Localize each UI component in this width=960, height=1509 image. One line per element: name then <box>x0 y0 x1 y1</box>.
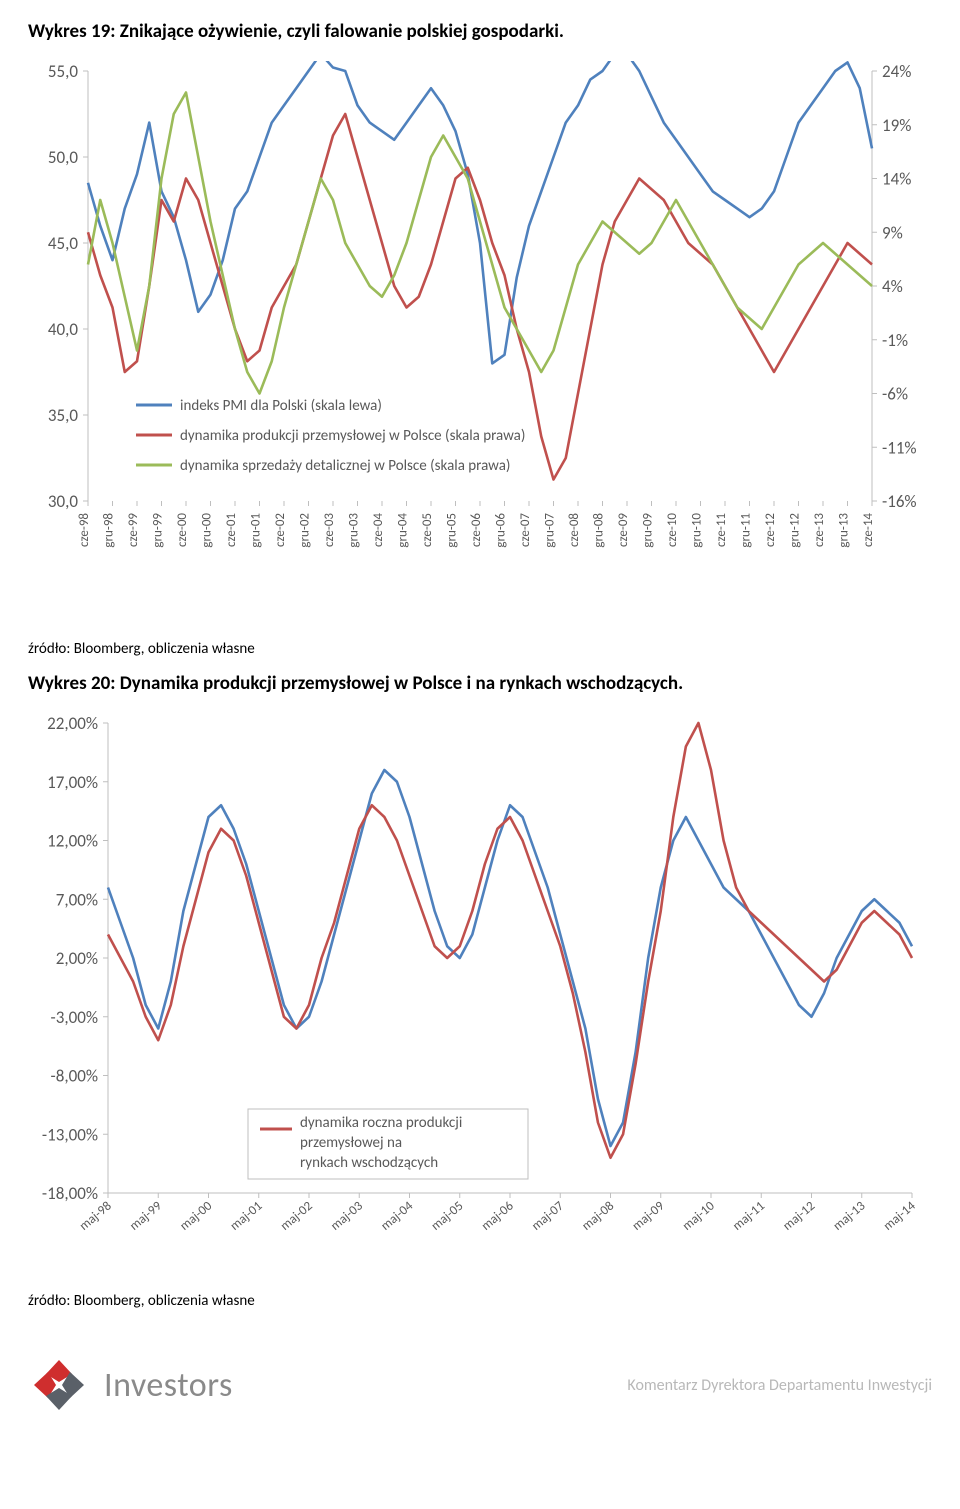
svg-text:gru-99: gru-99 <box>151 513 166 548</box>
svg-text:gru-12: gru-12 <box>788 513 803 548</box>
svg-text:maj-07: maj-07 <box>529 1198 567 1233</box>
svg-text:-13,00%: -13,00% <box>42 1124 98 1145</box>
svg-text:gru-08: gru-08 <box>592 513 607 548</box>
svg-text:dynamika produkcji przemysłowe: dynamika produkcji przemysłowej w Polsce… <box>180 427 525 445</box>
svg-text:rynkach wschodzących: rynkach wschodzących <box>300 1154 438 1172</box>
svg-text:indeks PMI dla Polski (skala l: indeks PMI dla Polski (skala lewa) <box>180 397 382 415</box>
svg-text:cze-05: cze-05 <box>420 513 435 547</box>
chart1-source: źródło: Bloomberg, obliczenia własne <box>28 640 932 658</box>
svg-text:19%: 19% <box>882 115 911 136</box>
svg-text:maj-08: maj-08 <box>579 1198 617 1233</box>
svg-text:maj-12: maj-12 <box>780 1198 818 1233</box>
svg-text:maj-02: maj-02 <box>278 1198 316 1233</box>
svg-text:-16%: -16% <box>882 491 917 512</box>
svg-text:-1%: -1% <box>882 330 908 351</box>
svg-text:-11%: -11% <box>882 437 917 458</box>
svg-text:cze-00: cze-00 <box>175 513 190 547</box>
svg-text:cze-12: cze-12 <box>763 513 778 547</box>
svg-text:maj-01: maj-01 <box>227 1199 265 1234</box>
svg-text:gru-02: gru-02 <box>298 513 313 548</box>
svg-text:maj-00: maj-00 <box>177 1198 215 1233</box>
chart2-title: Wykres 20: Dynamika produkcji przemysłow… <box>28 672 932 695</box>
svg-text:-6%: -6% <box>882 384 908 405</box>
svg-text:cze-07: cze-07 <box>518 513 533 547</box>
svg-text:30,0: 30,0 <box>48 491 78 512</box>
svg-text:55,0: 55,0 <box>48 61 78 82</box>
svg-text:gru-98: gru-98 <box>102 513 117 548</box>
svg-text:cze-03: cze-03 <box>322 513 337 547</box>
svg-text:gru-11: gru-11 <box>739 513 754 548</box>
svg-text:dynamika roczna produkcji: dynamika roczna produkcji <box>300 1114 462 1132</box>
chart2-source: źródło: Bloomberg, obliczenia własne <box>28 1292 932 1310</box>
svg-text:-3,00%: -3,00% <box>51 1007 98 1028</box>
svg-text:40,0: 40,0 <box>48 319 78 340</box>
svg-text:cze-14: cze-14 <box>861 513 876 547</box>
svg-text:17,00%: 17,00% <box>47 772 98 793</box>
svg-text:maj-05: maj-05 <box>428 1199 466 1234</box>
svg-text:maj-10: maj-10 <box>680 1198 718 1233</box>
brand: Investors <box>28 1354 233 1416</box>
chart1-title: Wykres 19: Znikające ożywienie, czyli fa… <box>28 20 932 43</box>
svg-text:-18,00%: -18,00% <box>42 1183 98 1204</box>
svg-text:gru-00: gru-00 <box>200 513 215 548</box>
svg-text:35,0: 35,0 <box>48 405 78 426</box>
footer-right-text: Komentarz Dyrektora Departamentu Inwesty… <box>627 1376 932 1395</box>
svg-text:gru-07: gru-07 <box>543 513 558 548</box>
svg-text:cze-08: cze-08 <box>567 513 582 547</box>
svg-text:gru-05: gru-05 <box>445 513 460 548</box>
svg-text:9%: 9% <box>882 222 903 243</box>
svg-text:maj-11: maj-11 <box>730 1199 768 1234</box>
svg-text:gru-06: gru-06 <box>494 513 509 548</box>
svg-text:gru-04: gru-04 <box>396 513 411 548</box>
svg-text:maj-06: maj-06 <box>479 1198 517 1233</box>
chart2: -18,00% -13,00% -8,00% -3,00% 2,00% 7,00% 12,0… <box>28 713 932 1278</box>
svg-text:7,00%: 7,00% <box>56 889 98 910</box>
logo-icon <box>28 1354 90 1416</box>
svg-text:maj-13: maj-13 <box>830 1198 868 1233</box>
svg-text:cze-01: cze-01 <box>224 513 239 547</box>
svg-text:gru-09: gru-09 <box>641 513 656 548</box>
svg-text:cze-99: cze-99 <box>126 513 141 547</box>
svg-text:gru-10: gru-10 <box>690 513 705 548</box>
svg-text:14%: 14% <box>882 169 911 190</box>
svg-text:maj-99: maj-99 <box>127 1198 165 1233</box>
svg-text:12,00%: 12,00% <box>47 831 98 852</box>
svg-text:dynamika sprzedaży detalicznej: dynamika sprzedaży detalicznej w Polsce … <box>180 457 510 475</box>
svg-text:cze-02: cze-02 <box>273 513 288 547</box>
footer: Investors Komentarz Dyrektora Departamen… <box>0 1344 960 1440</box>
svg-text:maj-03: maj-03 <box>328 1198 366 1233</box>
brand-name: Investors <box>104 1365 233 1406</box>
svg-text:cze-09: cze-09 <box>616 513 631 547</box>
svg-text:cze-04: cze-04 <box>371 513 386 547</box>
svg-text:-8,00%: -8,00% <box>51 1066 98 1087</box>
svg-text:cze-11: cze-11 <box>714 513 729 547</box>
svg-text:cze-98: cze-98 <box>77 513 92 547</box>
svg-text:maj-09: maj-09 <box>629 1198 667 1233</box>
svg-text:cze-10: cze-10 <box>665 513 680 547</box>
svg-text:przemysłowej na: przemysłowej na <box>300 1134 402 1152</box>
svg-text:cze-06: cze-06 <box>469 513 484 547</box>
svg-text:gru-13: gru-13 <box>837 513 852 548</box>
svg-text:4%: 4% <box>882 276 903 297</box>
svg-text:maj-04: maj-04 <box>378 1198 416 1233</box>
svg-text:2,00%: 2,00% <box>56 948 98 969</box>
svg-text:gru-03: gru-03 <box>347 513 362 548</box>
svg-text:cze-13: cze-13 <box>812 513 827 547</box>
svg-text:50,0: 50,0 <box>48 147 78 168</box>
chart1: 30,0 35,0 40,0 45,0 50,0 55,0 -16% -11% -6% -1% 4%… <box>28 61 932 626</box>
svg-text:gru-01: gru-01 <box>249 513 264 548</box>
svg-text:24%: 24% <box>882 61 911 82</box>
svg-text:22,00%: 22,00% <box>47 713 98 734</box>
svg-text:maj-14: maj-14 <box>881 1198 919 1233</box>
svg-text:45,0: 45,0 <box>48 233 78 254</box>
